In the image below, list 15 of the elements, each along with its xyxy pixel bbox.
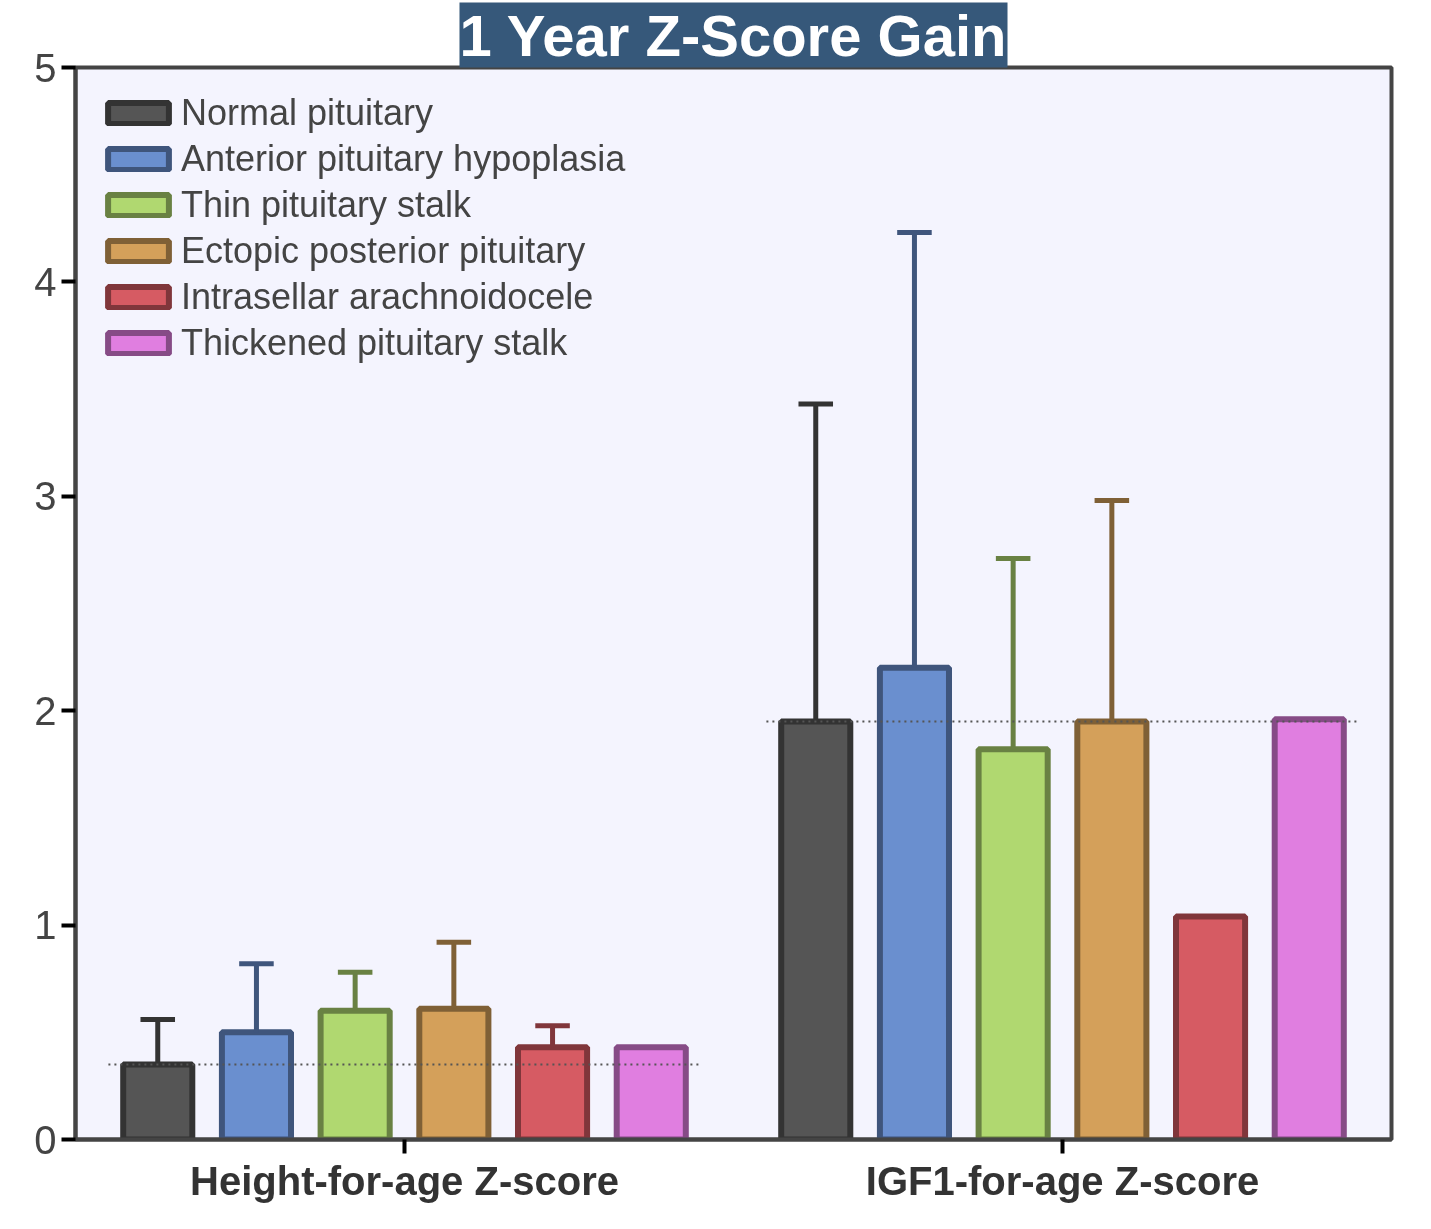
x-tick-label: Height-for-age Z-score [190,1158,619,1203]
y-tick-label: 5 [34,45,57,90]
legend-label: Ectopic posterior pituitary [181,230,586,272]
legend-label: Thickened pituitary stalk [181,322,568,364]
y-tick-label: 2 [34,688,57,733]
x-tick-label: IGF1-for-age Z-score [865,1158,1260,1203]
y-tick-label: 4 [34,259,57,304]
legend-label: Anterior pituitary hypoplasia [181,138,626,180]
legend-label: Thin pituitary stalk [181,184,472,226]
legend-label: Normal pituitary [181,92,434,134]
y-tick-label: 0 [34,1117,57,1162]
legend-label: Intrasellar arachnoidocele [181,276,594,318]
chart-title: 1 Year Z-Score Gain [459,2,1007,68]
y-tick-label: 3 [34,474,57,519]
y-tick-label: 1 [34,903,57,948]
